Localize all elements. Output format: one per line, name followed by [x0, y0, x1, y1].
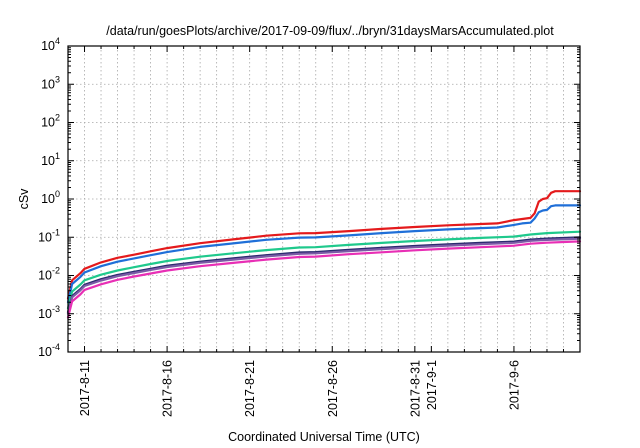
x-tick-label: 2017-8-16	[161, 360, 175, 417]
grid-lines	[68, 46, 580, 352]
y-tick-label-base: 10	[38, 269, 52, 283]
y-tick-label-exponent: -2	[52, 266, 60, 276]
y-tick-label-exponent: 1	[55, 151, 60, 161]
x-tick-labels: 2017-8-11 2017-8-16 2017-8-21 2017-8-26 2017…	[78, 360, 521, 417]
series-line	[66, 237, 582, 315]
series-layer	[66, 190, 582, 319]
axis-ticks	[68, 45, 580, 353]
series-line	[66, 190, 582, 300]
x-tick-label: 2017-8-31	[408, 360, 422, 417]
y-axis-label: cSv	[17, 188, 31, 210]
y-tick-label: 10-4	[38, 342, 60, 359]
series-line	[66, 240, 582, 319]
y-tick-label-exponent: 2	[55, 113, 60, 123]
y-tick-label: 101	[41, 151, 60, 168]
x-tick-label: 2017-9-1	[425, 360, 439, 410]
y-tick-label: 103	[41, 74, 60, 91]
y-tick-label-exponent: 3	[55, 74, 60, 84]
y-tick-label: 10-3	[38, 304, 60, 321]
y-tick-label: 102	[41, 113, 60, 130]
series-line	[66, 204, 582, 304]
y-tick-label: 104	[41, 36, 60, 53]
x-axis-label: Coordinated Universal Time (UTC)	[228, 430, 420, 444]
y-tick-label-base: 10	[41, 154, 55, 168]
y-tick-label-base: 10	[38, 345, 52, 359]
y-tick-label-base: 10	[41, 39, 55, 53]
series-line	[66, 236, 582, 314]
y-tick-label: 10-2	[38, 266, 60, 283]
y-tick-label-base: 10	[41, 116, 55, 130]
y-tick-label: 100	[41, 189, 60, 206]
chart-title: /data/run/goesPlots/archive/2017-09-09/f…	[106, 24, 554, 38]
y-tick-label-exponent: -4	[52, 342, 60, 352]
x-tick-label: 2017-8-26	[326, 360, 340, 417]
y-tick-label-base: 10	[41, 192, 55, 206]
y-tick-label-exponent: 0	[55, 189, 60, 199]
x-tick-label: 2017-9-6	[507, 360, 521, 410]
y-tick-label-base: 10	[41, 77, 55, 91]
y-tick-label-exponent: -1	[52, 227, 60, 237]
y-tick-label: 10-1	[38, 227, 60, 244]
y-tick-label-exponent: -3	[52, 304, 60, 314]
x-tick-label: 2017-8-21	[243, 360, 257, 417]
x-tick-label: 2017-8-11	[78, 360, 92, 416]
y-tick-label-exponent: 4	[55, 36, 60, 46]
y-tick-label-base: 10	[38, 230, 52, 244]
y-tick-label-base: 10	[38, 307, 52, 321]
series-line	[66, 230, 582, 310]
